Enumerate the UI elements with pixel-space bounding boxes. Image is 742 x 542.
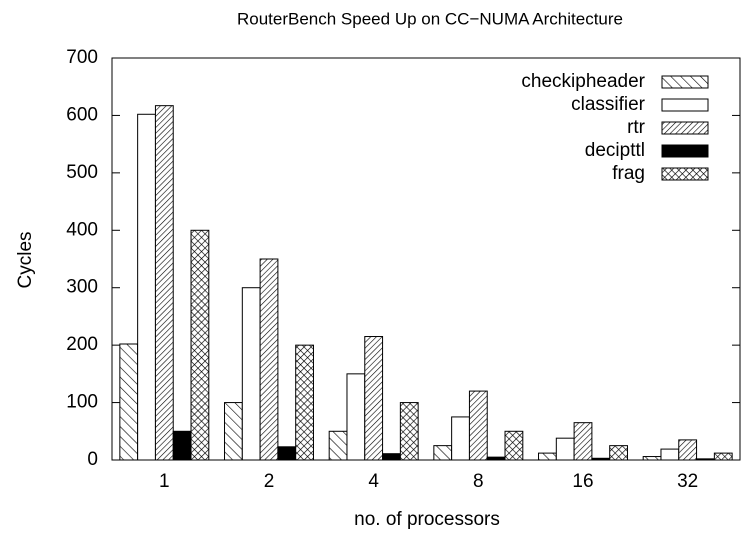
legend-swatch	[661, 98, 709, 112]
x-tick-label: 2	[264, 471, 275, 492]
x-tick-label: 4	[368, 471, 379, 492]
y-tick-label: 0	[87, 449, 98, 470]
y-tick-label: 100	[66, 392, 98, 413]
y-tick-label: 500	[66, 162, 98, 183]
x-tick-label: 32	[677, 471, 698, 492]
bar	[364, 336, 384, 461]
legend-label: checkipheader	[521, 71, 645, 92]
bar	[591, 457, 611, 461]
x-tick-label: 16	[572, 471, 593, 492]
bar	[190, 229, 210, 461]
y-tick-label: 300	[66, 277, 98, 298]
bar	[346, 373, 366, 461]
y-tick-label: 400	[66, 219, 98, 240]
bar	[382, 453, 401, 461]
legend-swatch	[661, 75, 709, 89]
bar	[696, 458, 715, 461]
bar	[277, 446, 297, 461]
legend-swatch	[661, 121, 709, 135]
x-tick-label: 1	[159, 471, 170, 492]
legend-swatch	[661, 167, 709, 181]
legend-label: rtr	[627, 117, 646, 138]
bar	[486, 456, 506, 461]
bar	[154, 105, 174, 461]
bar	[609, 445, 628, 461]
bar	[295, 344, 314, 461]
y-tick-label: 200	[66, 334, 98, 355]
y-axis-label: Cycles	[15, 231, 36, 288]
bar	[573, 422, 593, 461]
bar	[555, 437, 575, 461]
bar	[119, 343, 139, 461]
y-tick-label: 700	[66, 47, 98, 68]
x-tick-label: 8	[473, 471, 484, 492]
legend-label: classifier	[571, 94, 646, 115]
x-axis-label: no. of processors	[354, 509, 500, 530]
bar	[328, 430, 348, 461]
bar	[172, 430, 192, 461]
plot-frame	[111, 57, 741, 461]
bar	[713, 452, 733, 461]
bar	[642, 456, 662, 461]
bar	[259, 258, 279, 461]
bar	[468, 390, 488, 461]
y-tick-label: 600	[66, 104, 98, 125]
bar	[137, 113, 156, 461]
legend-swatch	[661, 144, 709, 158]
bar	[433, 445, 453, 461]
bar	[678, 439, 698, 461]
bar	[504, 430, 524, 461]
bar	[538, 452, 557, 461]
chart-title: RouterBench Speed Up on CC−NUMA Architec…	[237, 9, 623, 28]
bar	[660, 448, 680, 461]
bar	[399, 402, 419, 461]
bar	[224, 402, 243, 461]
bar	[451, 416, 470, 461]
bar	[241, 287, 261, 461]
legend-label: decipttl	[585, 140, 645, 161]
legend-label: frag	[612, 163, 645, 184]
